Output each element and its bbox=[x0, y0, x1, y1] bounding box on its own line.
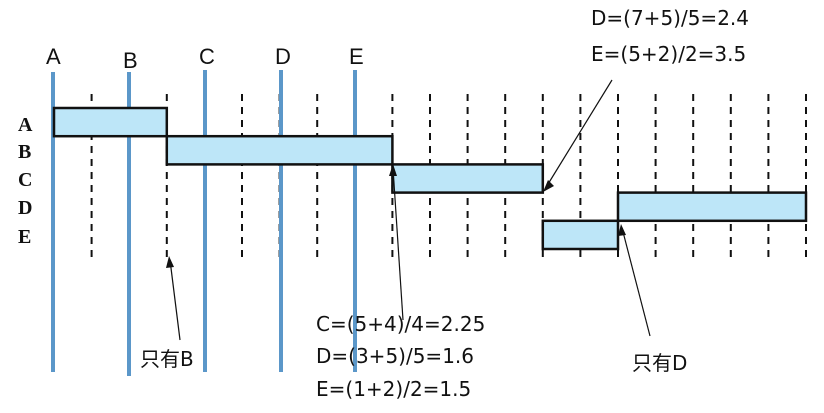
pointer-only-d-head bbox=[618, 224, 626, 236]
arrival-labels: A B C D E bbox=[46, 44, 364, 73]
process-label-c: C bbox=[18, 169, 32, 191]
arrival-label-c: C bbox=[199, 44, 215, 69]
annotation-at-13-e: E=(5+2)/2=3.5 bbox=[591, 42, 746, 66]
execution-bars bbox=[52, 106, 808, 251]
annotation-only-b: 只有B bbox=[140, 347, 194, 371]
pointer-only-b-head bbox=[166, 256, 174, 268]
bar-d bbox=[616, 191, 808, 223]
process-label-b: B bbox=[18, 141, 31, 163]
annotation-at-13-d: D=(7+5)/5=2.4 bbox=[591, 6, 749, 30]
pointer-at-13-head bbox=[543, 180, 554, 192]
arrival-lines bbox=[51, 70, 357, 376]
bar-e bbox=[541, 219, 620, 251]
pointer-at-13 bbox=[544, 79, 613, 190]
bar-c bbox=[391, 163, 545, 194]
process-label-d: D bbox=[18, 197, 32, 219]
annotation-at-9-c: C=(5+4)/4=2.25 bbox=[316, 312, 485, 336]
annotation-at-9-e: E=(1+2)/2=1.5 bbox=[316, 377, 471, 401]
process-labels: A B C D E bbox=[18, 114, 33, 248]
pointer-only-d bbox=[621, 227, 651, 337]
pointer-only-b bbox=[169, 259, 181, 341]
arrival-label-e: E bbox=[349, 44, 364, 69]
pointer-at-9-head bbox=[389, 164, 397, 176]
process-label-e: E bbox=[18, 226, 31, 248]
bar-b bbox=[165, 134, 394, 166]
annotation-at-9-d: D=(3+5)/5=1.6 bbox=[316, 344, 474, 368]
pointer-at-9 bbox=[392, 167, 404, 321]
annotation-pointers bbox=[166, 79, 651, 341]
annotations: 只有B 只有D C=(5+4)/4=2.25 D=(3+5)/5=1.6 E=(… bbox=[140, 6, 749, 401]
bar-a bbox=[52, 106, 169, 138]
annotation-only-d: 只有D bbox=[632, 351, 687, 375]
arrival-label-d: D bbox=[275, 44, 291, 69]
arrival-label-b: B bbox=[123, 48, 138, 73]
process-label-a: A bbox=[18, 114, 33, 136]
arrival-label-a: A bbox=[46, 44, 61, 69]
